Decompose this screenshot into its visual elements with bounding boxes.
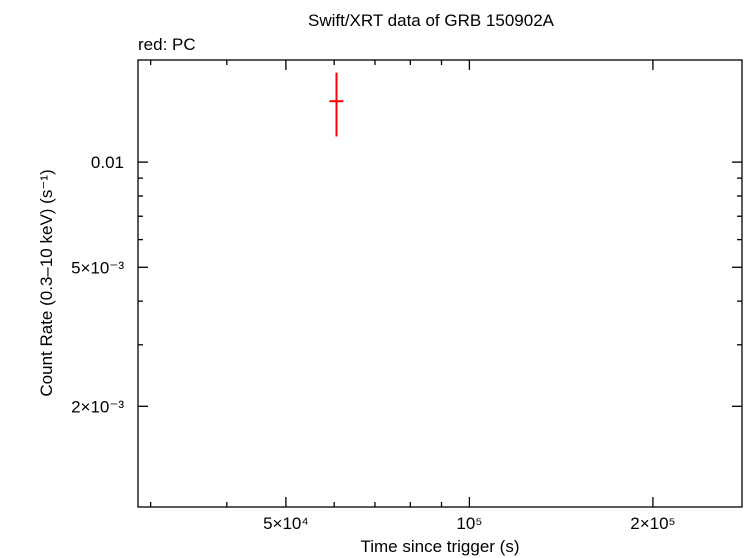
x-axis-label: Time since trigger (s) — [360, 537, 519, 556]
x-tick-label: 2×10⁵ — [630, 514, 675, 533]
y-tick-label: 0.01 — [91, 153, 124, 172]
x-tick-label: 10⁵ — [456, 514, 482, 533]
y-axis-label: Count Rate (0.3–10 keV) (s⁻¹) — [37, 169, 56, 396]
x-tick-label: 5×10⁴ — [263, 514, 309, 533]
plot-frame — [137, 59, 743, 508]
chart-title: Swift/XRT data of GRB 150902A — [308, 11, 555, 30]
y-tick-label: 2×10⁻³ — [71, 397, 124, 416]
y-tick-label: 5×10⁻³ — [71, 258, 124, 277]
annotation: red: PC — [138, 35, 196, 54]
